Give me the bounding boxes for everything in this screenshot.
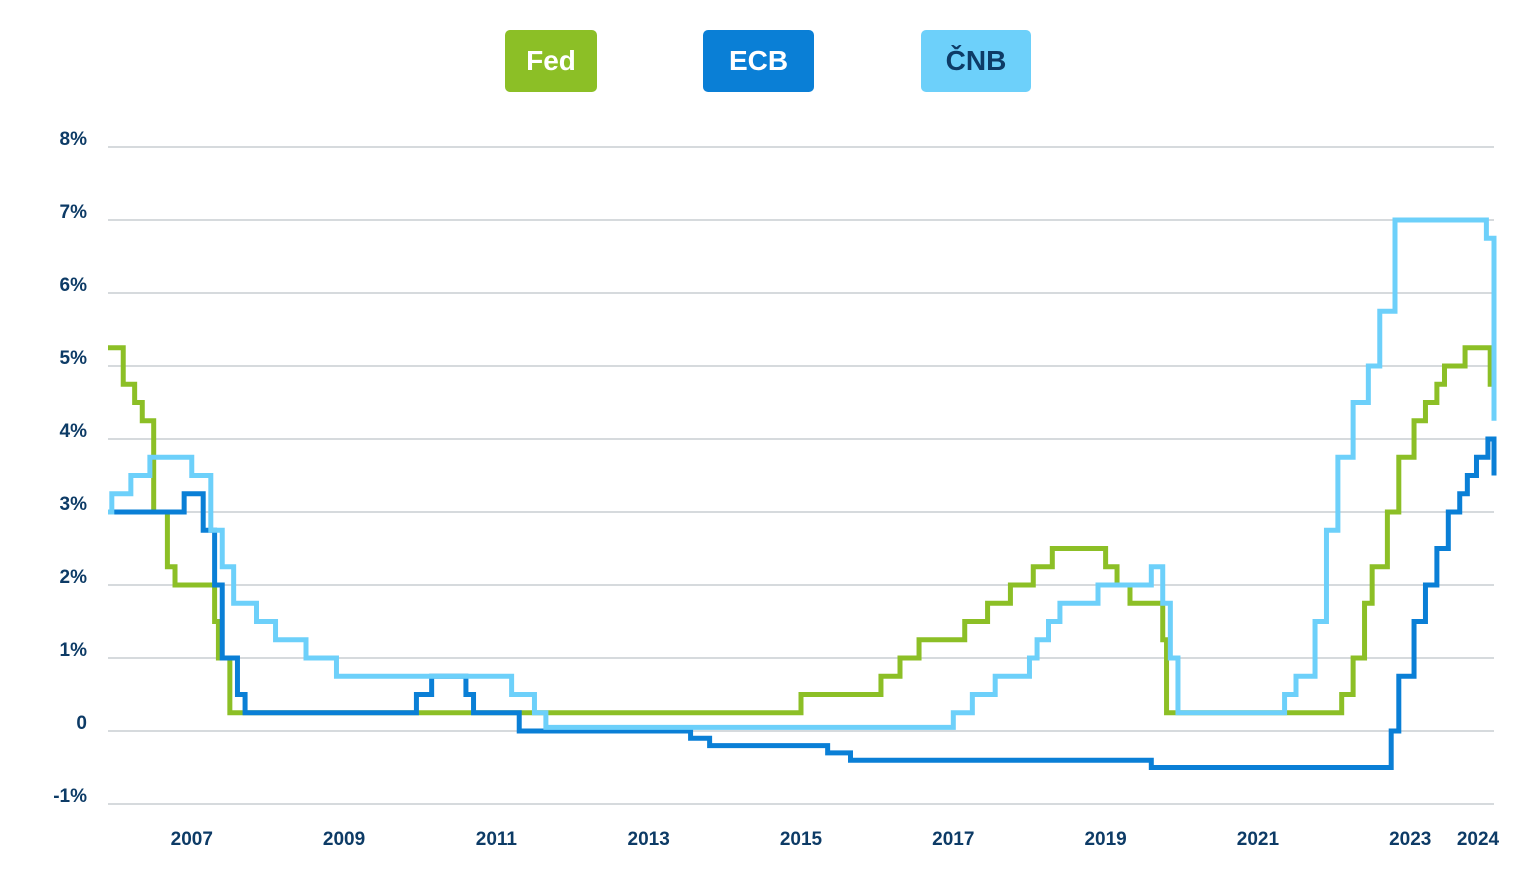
series-lines	[108, 217, 1497, 770]
legend-item-ecb: ECB	[703, 30, 814, 92]
y-tick-label: 6%	[60, 275, 88, 296]
x-tick-label: 2023	[1389, 829, 1431, 850]
y-axis-ticks: -1% 0 1% 2% 3% 4% 5% 6% 7% 8%	[53, 129, 87, 807]
y-tick-label: 5%	[60, 348, 88, 369]
y-tick-label: 0	[76, 713, 87, 734]
legend-item-cnb: ČNB	[921, 30, 1031, 92]
x-tick-label: 2019	[1084, 829, 1126, 850]
legend-label-fed: Fed	[526, 45, 576, 76]
x-tick-label: 2011	[476, 829, 518, 850]
legend-label-cnb: ČNB	[945, 45, 1007, 76]
y-tick-label: 1%	[60, 640, 88, 661]
legend-item-fed: Fed	[505, 30, 597, 92]
legend: Fed ECB ČNB	[0, 30, 1536, 94]
series-line-ecb	[108, 436, 1497, 770]
x-tick-label: 2017	[932, 829, 974, 850]
legend-label-ecb: ECB	[728, 45, 789, 76]
series-line-cnb	[108, 217, 1497, 730]
x-tick-label: 2021	[1237, 829, 1280, 850]
y-tick-label: 7%	[60, 202, 88, 223]
y-tick-label: 2%	[60, 567, 88, 588]
y-tick-label: 4%	[60, 421, 88, 442]
y-tick-label: -1%	[53, 786, 87, 807]
y-tick-label: 8%	[60, 129, 88, 150]
x-tick-label: 2009	[323, 829, 365, 850]
y-tick-label: 3%	[60, 494, 88, 515]
grid-lines	[108, 146, 1494, 805]
series-line-fed	[108, 345, 1494, 716]
x-axis-ticks: 2007 2009 2011 2013 2015 2017 2019 2021 2023 2024	[171, 829, 1500, 850]
x-tick-label: 2024	[1457, 829, 1500, 850]
x-tick-label: 2007	[171, 829, 213, 850]
x-tick-label: 2015	[780, 829, 823, 850]
x-tick-label: 2013	[628, 829, 670, 850]
